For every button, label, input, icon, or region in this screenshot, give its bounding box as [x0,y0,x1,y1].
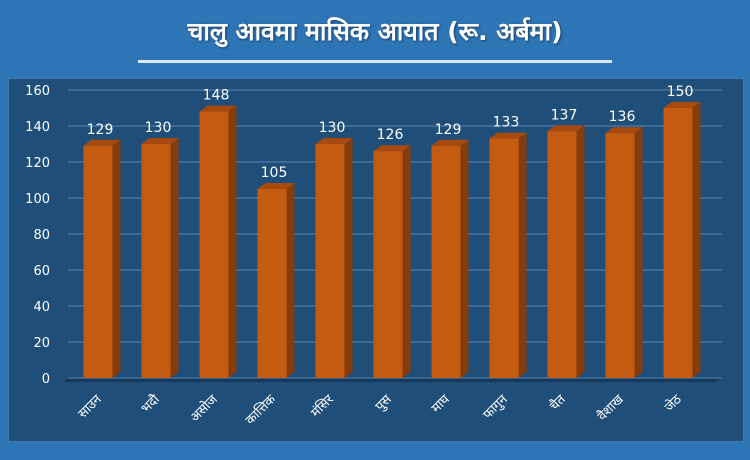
bar [547,131,577,378]
bar [257,189,287,378]
bar-top [431,139,469,146]
bar [663,108,693,378]
data-label: 136 [609,109,636,125]
y-tick-label: 20 [33,336,50,351]
x-tick-label: चैत [546,391,569,414]
x-tick-label: फागुन [480,392,511,423]
bar [141,144,171,378]
bar-side [460,139,469,378]
y-tick-label: 60 [33,264,50,279]
bar-side [286,183,295,378]
chart-floor [64,378,722,382]
y-tick-label: 80 [33,228,50,243]
bar-side [228,105,237,378]
bar [83,145,113,378]
y-tick-label: 160 [25,84,50,99]
bar-side [634,127,643,378]
data-label: 133 [493,115,520,131]
bar-side [344,138,353,378]
y-tick-label: 100 [25,192,50,207]
bar-top [605,127,643,134]
data-label: 105 [261,165,288,181]
bar-top [141,138,179,144]
bar [315,144,345,378]
data-label: 150 [667,84,694,100]
bar [605,133,635,378]
x-tick-label: कात्तिक [242,391,279,428]
bar-top [257,183,295,189]
bar-side [170,138,179,378]
bar-top [547,125,585,132]
chart-title: चालु आवमा मासिक आयात (रू. अर्बमा) [187,17,563,46]
bar [431,145,461,378]
data-label: 137 [551,107,578,123]
x-tick-label: वैशाख [594,391,627,424]
data-label: 130 [319,120,346,136]
data-label: 130 [145,120,172,136]
x-tick-label: पुस [373,392,395,414]
data-label: 126 [377,127,404,143]
x-tick-label: जेठ [661,391,685,415]
bar-top [83,139,121,146]
bar-top [663,102,701,108]
bar [199,111,229,378]
y-tick-label: 40 [33,300,50,315]
y-tick-label: 0 [42,372,50,387]
y-tick-label: 120 [25,156,50,171]
x-tick-label: असोज [187,391,221,425]
bar-top [373,145,411,152]
bar [373,151,403,378]
data-label: 148 [203,88,230,104]
bar-side [576,125,585,379]
x-tick-label: साउन [75,392,105,422]
bar [489,138,519,378]
x-tick-label: मंसिर [308,391,338,421]
y-tick-label: 140 [25,120,50,135]
bar-side [402,145,411,378]
data-label: 129 [435,122,462,138]
bar-side [692,102,701,378]
data-label: 129 [87,122,114,138]
bar-top [315,138,353,144]
bar-side [112,139,121,378]
x-tick-label: माघ [429,392,453,416]
bar-top [199,105,237,112]
x-tick-label: भदौ [138,391,163,416]
title-underline [138,60,612,63]
bar-side [518,132,527,378]
bar-top [489,132,527,139]
